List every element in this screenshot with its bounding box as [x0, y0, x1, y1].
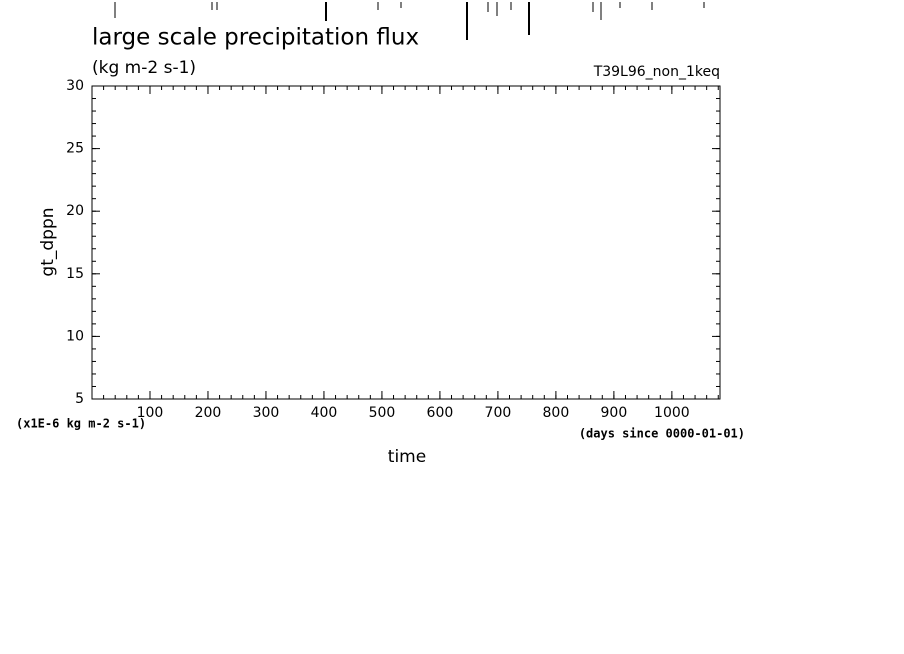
chart-title: large scale precipitation flux — [92, 25, 419, 51]
subtitle: (kg m-2 s-1) — [92, 58, 196, 78]
y-tick-label: 5 — [75, 391, 84, 407]
x-tick-label: 100 — [137, 405, 164, 421]
x-tick-label: 800 — [543, 405, 570, 421]
x-tick-label: 700 — [485, 405, 512, 421]
y-axis-label: gt_dppn — [38, 207, 58, 276]
y-tick-label: 20 — [66, 203, 84, 219]
y-unit: (x1E-6 kg m-2 s-1) — [16, 417, 146, 431]
y-tick-label: 30 — [66, 78, 84, 94]
x-axis-label: time — [388, 447, 426, 467]
x-tick-label: 500 — [369, 405, 396, 421]
x-tick-label: 600 — [427, 405, 454, 421]
plot-frame — [91, 85, 721, 400]
x-tick-label: 900 — [601, 405, 628, 421]
top-spikes — [114, 2, 705, 40]
x-tick-label: 1000 — [654, 405, 690, 421]
y-tick-label: 10 — [66, 328, 84, 344]
y-tick-label: 15 — [66, 266, 84, 282]
x-tick-label: 200 — [195, 405, 222, 421]
x-unit: (days since 0000-01-01) — [579, 427, 745, 441]
x-tick-label: 300 — [253, 405, 280, 421]
x-tick-label: 400 — [311, 405, 338, 421]
y-tick-label: 25 — [66, 141, 84, 157]
run-label: T39L96_non_1keq — [593, 64, 720, 80]
